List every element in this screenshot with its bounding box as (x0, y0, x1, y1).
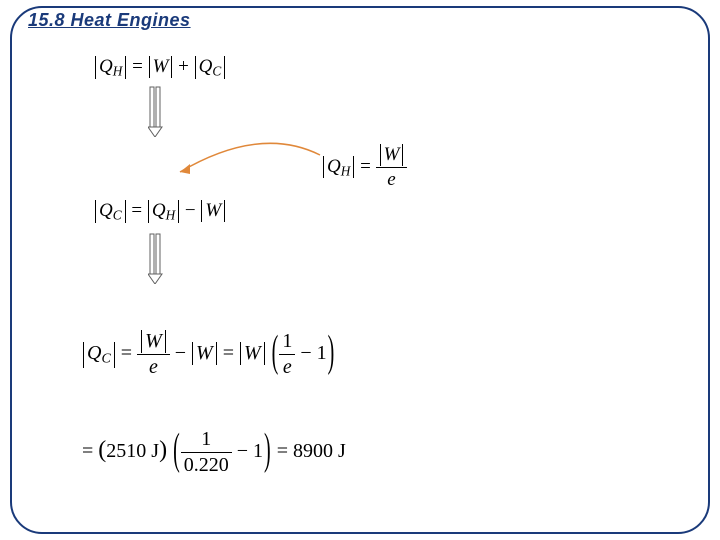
equation-4: QC = W e − W = W ( 1 e − 1) (82, 330, 335, 379)
eq5-paren-den: 0.220 (181, 453, 232, 477)
equation-1: QH = W + QC (94, 56, 226, 79)
eq5-paren-minus: 1 (253, 440, 263, 462)
eq4-paren-num: 1 (279, 330, 295, 355)
eq5-paren-num: 1 (181, 428, 232, 453)
down-arrow-2 (148, 232, 164, 284)
curve-arrow (160, 120, 340, 190)
eq5-result: 8900 J (293, 440, 346, 462)
slide-title: 15.8 Heat Engines (28, 10, 191, 31)
equation-2: QH = W e (322, 144, 407, 191)
equation-5: = (2510 J) ( 1 0.220 − 1) = 8900 J (82, 428, 346, 477)
eq5-val1: 2510 J (106, 440, 159, 462)
eq4-paren-minus: 1 (317, 342, 327, 364)
equation-3: QC = QH − W (94, 200, 226, 223)
